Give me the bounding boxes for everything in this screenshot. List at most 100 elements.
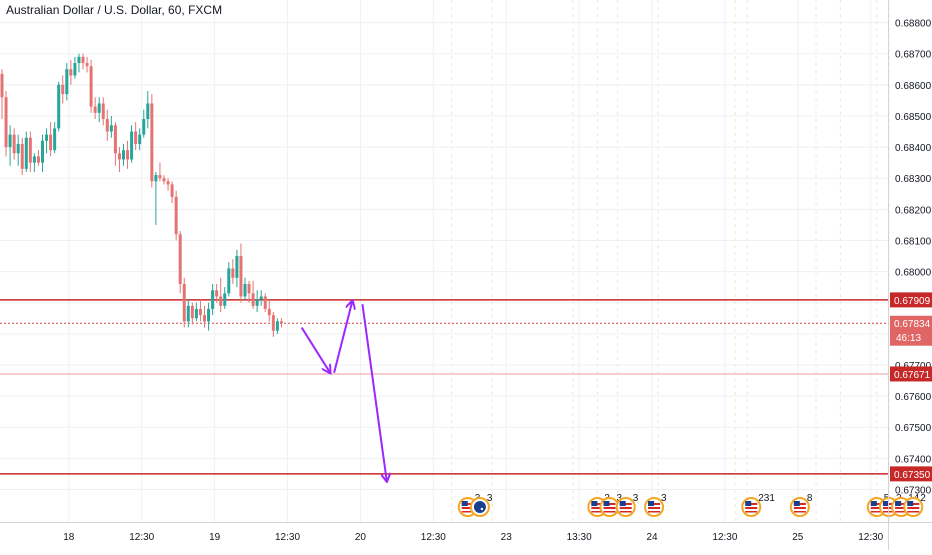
- candle-body: [239, 256, 243, 297]
- candle: [16, 134, 20, 166]
- candle-body: [24, 137, 28, 169]
- price-badge-bg: [890, 366, 932, 382]
- au-flag-icon[interactable]: 3: [469, 493, 493, 517]
- candle: [61, 75, 65, 104]
- y-tick-label: 0.68400: [895, 143, 932, 154]
- candle-body: [73, 63, 77, 76]
- us-flag-stripe: [793, 511, 806, 513]
- us-flag-icon[interactable]: 3: [644, 493, 667, 517]
- time-axis-labels: 12:30 18 12:30 19 12:30 20 12:30 23 13:30 24 12:30…: [63, 532, 883, 543]
- candle: [255, 290, 259, 313]
- candle: [0, 69, 4, 120]
- candle-body: [49, 134, 53, 151]
- candle-body: [77, 56, 81, 64]
- candle: [113, 122, 117, 166]
- us-flag-icon[interactable]: 8: [789, 493, 813, 517]
- x-tick-label: 18: [63, 532, 75, 543]
- candle-body: [93, 106, 97, 113]
- us-flag-icon[interactable]: 3: [615, 493, 639, 517]
- candle-body: [162, 178, 166, 182]
- candle: [150, 94, 154, 188]
- projection-arrow: [333, 301, 352, 373]
- candle-body: [178, 234, 182, 285]
- candle-body: [154, 175, 158, 182]
- candle: [174, 190, 178, 241]
- candle-body: [198, 308, 202, 316]
- us-flag-stripe: [461, 511, 474, 513]
- candle: [24, 131, 28, 172]
- candle-body: [36, 156, 40, 163]
- candle: [243, 277, 247, 300]
- projection-arrow: [361, 304, 386, 481]
- price-badge-bg: [890, 292, 932, 308]
- candle-body: [223, 293, 227, 306]
- price-badge: 0.67834 46:13: [890, 315, 932, 346]
- us-flag-stripe: [461, 507, 474, 509]
- candle: [154, 171, 158, 225]
- candle-body: [203, 315, 206, 322]
- projection-arrows[interactable]: [300, 301, 387, 481]
- candle-body: [275, 321, 279, 331]
- candle: [122, 143, 125, 166]
- candle-body: [182, 284, 186, 322]
- x-tick-label: 24: [646, 532, 658, 543]
- us-flag-icon[interactable]: 231: [741, 493, 775, 517]
- candle: [97, 97, 101, 123]
- y-tick-label: 0.68600: [895, 81, 932, 92]
- price-badge-value: 0.67350: [894, 470, 931, 481]
- candle-body: [190, 305, 194, 319]
- event-count: 3: [617, 493, 623, 504]
- candle-body: [41, 140, 44, 163]
- candle: [130, 125, 134, 163]
- candle: [146, 91, 150, 129]
- candle-body: [85, 63, 89, 67]
- candle: [12, 128, 16, 160]
- candle-body: [243, 284, 247, 297]
- candle: [271, 312, 275, 337]
- candle-body: [53, 128, 57, 151]
- us-flag-canton: [870, 501, 877, 506]
- candle-body: [130, 131, 134, 160]
- us-flag-canton: [907, 501, 914, 506]
- candle-body: [194, 308, 198, 319]
- candle: [239, 243, 243, 303]
- candle-body: [146, 103, 150, 120]
- candle: [77, 53, 81, 73]
- bar-countdown: 46:13: [896, 333, 921, 344]
- candle: [219, 277, 223, 313]
- candle: [41, 134, 44, 172]
- candle-body: [211, 290, 215, 309]
- us-flag-stripe: [745, 511, 758, 513]
- x-tick-label: 12:30: [275, 532, 300, 543]
- candle: [142, 109, 146, 138]
- candle-body: [61, 84, 65, 95]
- candle: [170, 181, 174, 204]
- candle-body: [219, 296, 223, 306]
- candle: [134, 122, 138, 151]
- us-flag-icon[interactable]: 3: [599, 493, 623, 517]
- y-tick-label: 0.67500: [895, 423, 932, 434]
- candle-body: [235, 256, 239, 278]
- horizontal-levels[interactable]: [0, 299, 888, 475]
- candle: [126, 140, 130, 169]
- candle: [36, 150, 40, 166]
- candle: [45, 128, 49, 154]
- us-flag-canton: [745, 501, 752, 506]
- price-badge: 0.67350: [890, 466, 932, 482]
- candle-body: [255, 299, 259, 306]
- candle-body: [45, 134, 49, 141]
- economic-events[interactable]: 333333231852142: [457, 493, 927, 517]
- candle: [198, 299, 202, 322]
- candle-body: [65, 69, 69, 95]
- us-flag-icon[interactable]: 2: [903, 493, 926, 517]
- candle: [259, 290, 263, 306]
- candle: [207, 302, 211, 331]
- price-axis-labels: 0.68800 0.68700 0.68600 0.68500 0.68400 0.683…: [895, 19, 932, 497]
- candle-body: [105, 119, 109, 132]
- us-flag-stripe: [907, 507, 920, 509]
- candle-body: [117, 153, 121, 160]
- us-flag-canton: [648, 501, 655, 506]
- candle: [81, 53, 85, 70]
